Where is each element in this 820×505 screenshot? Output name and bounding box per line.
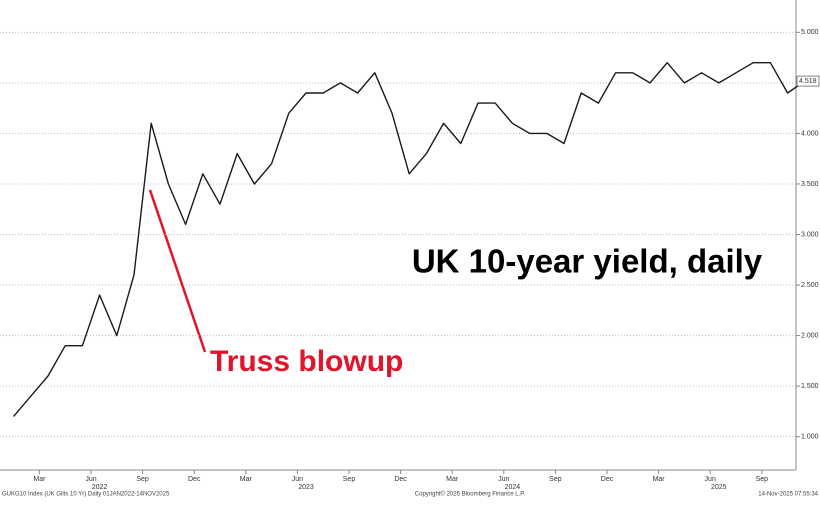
year-label: 2024 (505, 484, 521, 491)
footer-center: Copyright© 2025 Bloomberg Finance L.P. (415, 491, 526, 498)
footer-left: GUKG10 Index (UK Gilts 10 Yr) Daily 01JA… (2, 492, 170, 498)
y-tick-label: 1.000 (801, 433, 819, 440)
line-series (13, 62, 806, 417)
year-label: 2022 (92, 484, 108, 491)
x-tick-label: Jun (498, 476, 509, 483)
year-label: 2025 (711, 484, 727, 491)
footer-right: 14-Nov-2025 07:55:34 (758, 492, 818, 498)
y-tick-label: 4.000 (801, 130, 819, 137)
last-value-box (796, 75, 820, 87)
year-label: 2023 (298, 484, 314, 491)
x-tick-label: Sep (756, 476, 769, 483)
y-tick-label: 5.000 (801, 29, 819, 36)
y-tick-label: 2.500 (801, 282, 819, 289)
x-tick-label: Dec (601, 476, 614, 483)
chart-title: UK 10-year yield, daily (412, 243, 763, 280)
x-tick-label: Jun (85, 476, 96, 483)
y-tick-label: 2.000 (801, 332, 819, 339)
x-tick-label: Jun (705, 476, 716, 483)
x-tick-label: Mar (653, 476, 666, 483)
x-tick-label: Dec (188, 476, 201, 483)
x-tick-label: Sep (136, 476, 149, 483)
annotation: Truss blowup (210, 345, 403, 378)
x-tick-label: Mar (33, 476, 46, 483)
x-tick-label: Sep (343, 476, 356, 483)
x-tick-label: Mar (446, 476, 459, 483)
x-tick-label: Jun (292, 476, 303, 483)
x-tick-label: Sep (549, 476, 562, 483)
y-tick-label: 3.500 (801, 181, 819, 188)
x-tick-label: Dec (394, 476, 407, 483)
annotation-line (148, 189, 207, 353)
y-tick-label: 1.500 (801, 383, 819, 390)
x-tick-label: Mar (240, 476, 253, 483)
last-value-label: 4.518 (799, 78, 817, 85)
y-tick-label: 3.000 (801, 231, 819, 238)
